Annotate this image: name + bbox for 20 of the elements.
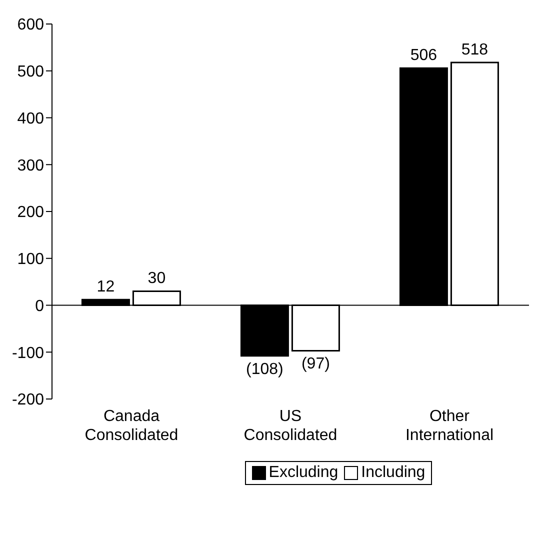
data-label: 518 — [461, 41, 488, 58]
data-label: (97) — [301, 356, 330, 373]
legend-label: Excluding — [268, 464, 338, 482]
x-tick-label: US Consolidated — [244, 408, 338, 444]
y-tick-label: 500 — [17, 64, 44, 81]
y-tick-label: -200 — [12, 392, 44, 409]
y-tick-label: 600 — [17, 16, 44, 34]
data-label: 506 — [410, 47, 438, 64]
x-tick-label: Canada Consolidated — [84, 408, 178, 444]
x-tick-label: Other International — [405, 408, 494, 444]
y-tick-label: 300 — [17, 157, 44, 174]
y-tick-label: 400 — [17, 110, 44, 128]
data-label: (108) — [246, 360, 284, 378]
y-tick-label: 200 — [17, 204, 44, 222]
y-tick-label: 0 — [35, 298, 44, 315]
y-tick-label: -100 — [12, 344, 44, 362]
data-label: 12 — [96, 278, 115, 296]
legend-label: Including — [361, 464, 426, 482]
data-label: 30 — [148, 270, 166, 288]
y-tick-label: 100 — [17, 251, 44, 268]
